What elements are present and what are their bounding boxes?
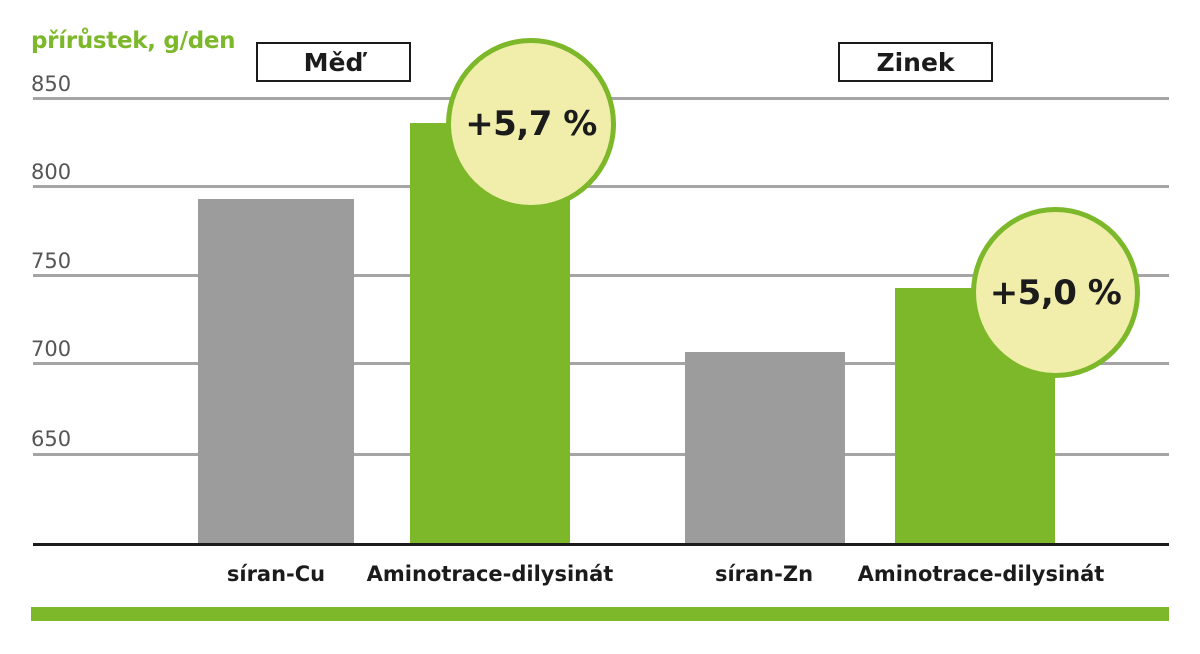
y-tick-850: 850 (31, 72, 72, 96)
x-label-aminotrace-zn: Aminotrace-dilysinát (857, 562, 1105, 586)
baseline-axis (33, 543, 1169, 546)
x-label-siran-zn: síran-Zn (714, 562, 814, 586)
group-label-zinc: Zinek (838, 42, 993, 82)
gridline-650 (33, 453, 1169, 456)
y-tick-700: 700 (31, 337, 72, 361)
increase-badge-zinc: +5,0 % (971, 207, 1140, 378)
y-tick-650: 650 (31, 427, 72, 451)
group-label-copper: Měď (256, 42, 411, 82)
y-axis-title: přírůstek, g/den (31, 28, 236, 54)
gridline-750 (33, 274, 1169, 277)
bar-siran-cu (198, 199, 354, 544)
y-tick-750: 750 (31, 249, 72, 273)
increase-badge-copper: +5,7 % (446, 38, 616, 210)
gridline-800 (33, 185, 1169, 188)
footer-stripe (31, 607, 1169, 621)
y-tick-800: 800 (31, 160, 72, 184)
x-label-aminotrace-cu: Aminotrace-dilysinát (366, 562, 614, 586)
x-label-siran-cu: síran-Cu (226, 562, 326, 586)
bar-siran-zn (685, 352, 845, 544)
gridline-700 (33, 362, 1169, 365)
